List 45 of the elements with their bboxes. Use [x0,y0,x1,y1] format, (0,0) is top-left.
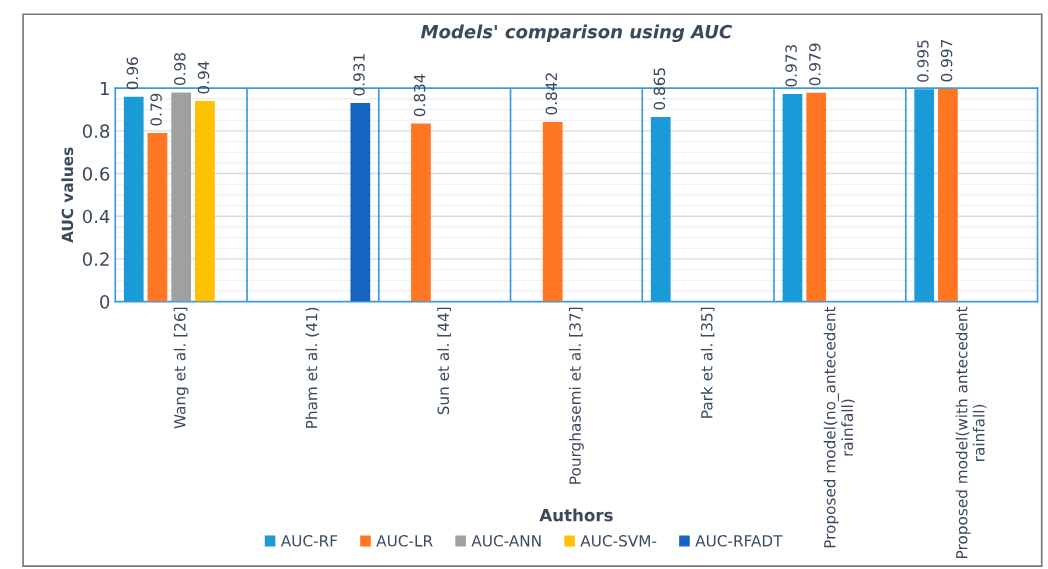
y-tick-label: 0.8 [82,124,110,138]
data-label: 0.931 [353,54,365,96]
bar [938,88,958,302]
x-tick-label: Pham et al. (41) [305,307,320,428]
y-axis-title: AUC values [61,147,74,243]
data-label: 0.973 [785,45,797,87]
legend-label: AUC-RF [280,535,338,547]
data-label: 0.98 [174,53,186,86]
legend-label: AUC-SVM- [580,535,657,547]
bar [350,102,371,302]
x-tick-label: Sun et al. [44] [437,307,451,415]
y-tick-label: 0 [100,295,110,309]
x-axis-title: Authors [539,508,613,522]
y-tick-label: 0.4 [82,209,110,224]
bar [147,133,168,302]
data-label: 0.995 [917,40,929,82]
data-label: 0.94 [197,61,210,94]
legend-label: AUC-RFADT [695,535,783,547]
bar [806,92,827,302]
legend-label: AUC-ANN [471,535,541,547]
data-label: 0.96 [126,57,139,90]
bar [411,123,431,302]
x-tick-label: Pourghasemi et al. [37] [569,307,584,484]
bar [171,92,192,302]
bar [650,117,671,302]
bar [542,121,563,302]
bar [194,101,215,302]
legend-label: AUC-LR [376,535,433,547]
data-label: 0.834 [413,74,426,117]
data-label: 0.79 [150,93,162,126]
y-tick-label: 1 [100,81,109,96]
data-label: 0.997 [940,40,953,82]
data-label: 0.842 [545,73,558,115]
y-tick-label: 0.6 [82,167,110,181]
bar [123,96,144,302]
data-label: 0.979 [809,43,821,86]
x-tick-label: Wang et al. [26] [173,307,189,429]
bar [782,93,803,302]
x-tick-label: Proposed model(no_antecedent rainfall) [823,306,855,548]
bar [914,89,935,302]
y-tick-label: 0.2 [82,252,109,267]
x-tick-label: Proposed model(with antecedent rainfall) [955,306,987,558]
data-label: 0.865 [653,68,666,110]
chart-title: Models' comparison using AUC [420,24,733,43]
x-tick-label: Park et al. [35] [700,307,715,418]
